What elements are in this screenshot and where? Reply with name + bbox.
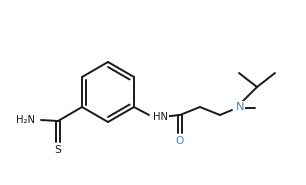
Text: N: N (236, 102, 244, 112)
Text: O: O (176, 136, 184, 146)
Text: S: S (54, 145, 62, 155)
Text: HN: HN (153, 112, 168, 122)
Text: H₂N: H₂N (16, 115, 35, 125)
